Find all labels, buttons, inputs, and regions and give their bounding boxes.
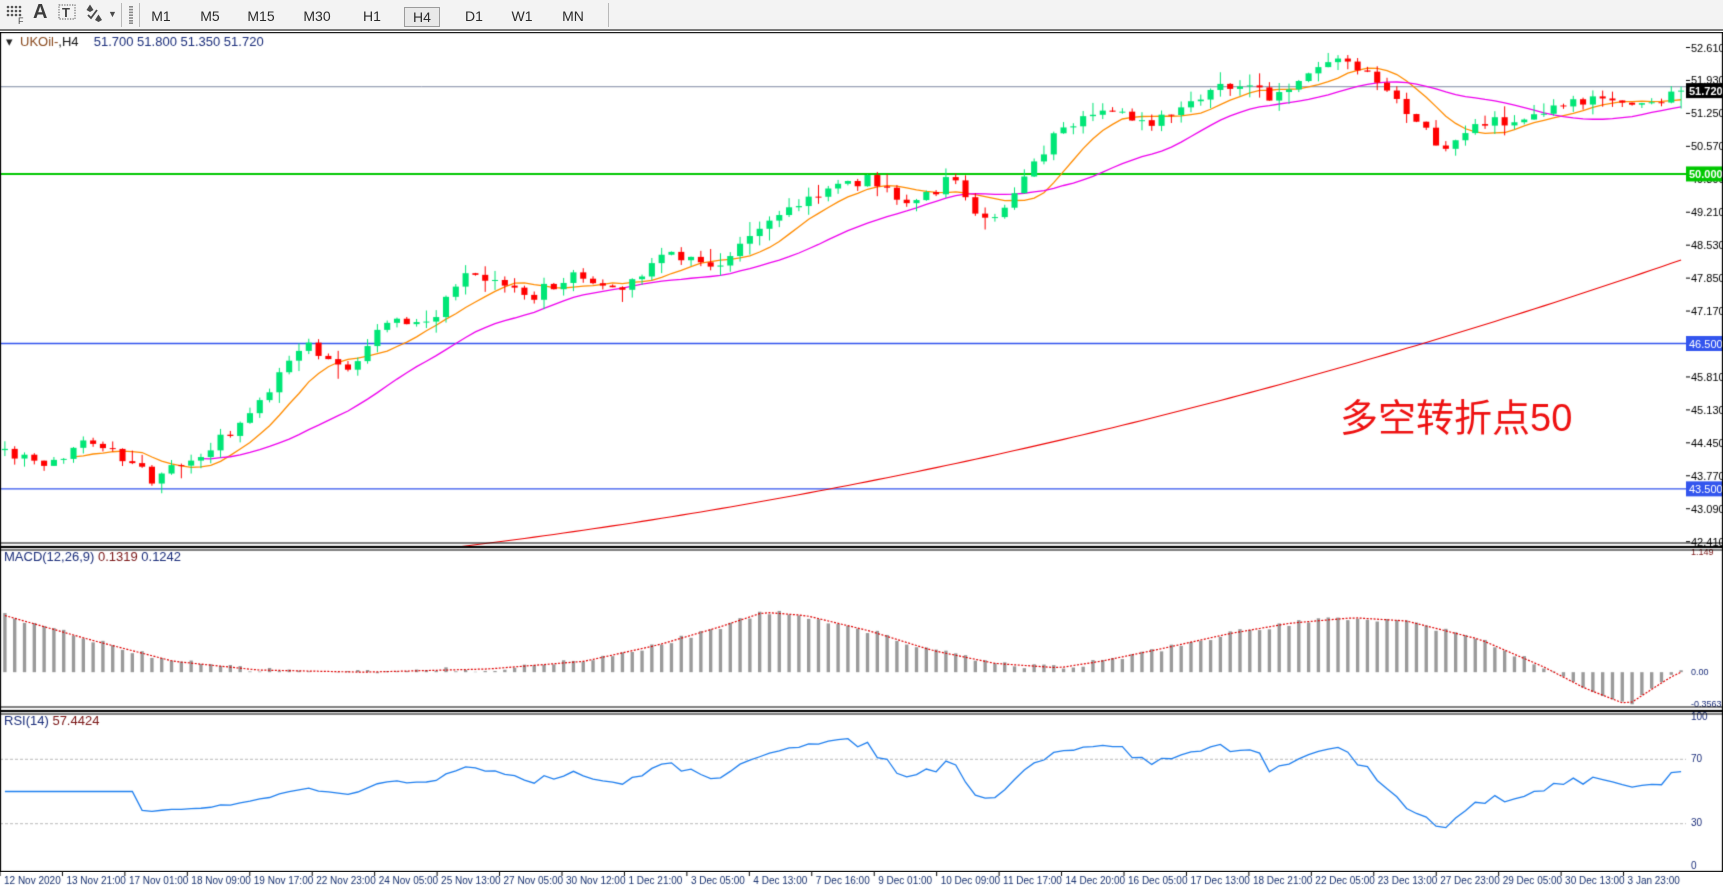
svg-text:T: T [62,5,70,20]
svg-text:F: F [18,16,24,25]
